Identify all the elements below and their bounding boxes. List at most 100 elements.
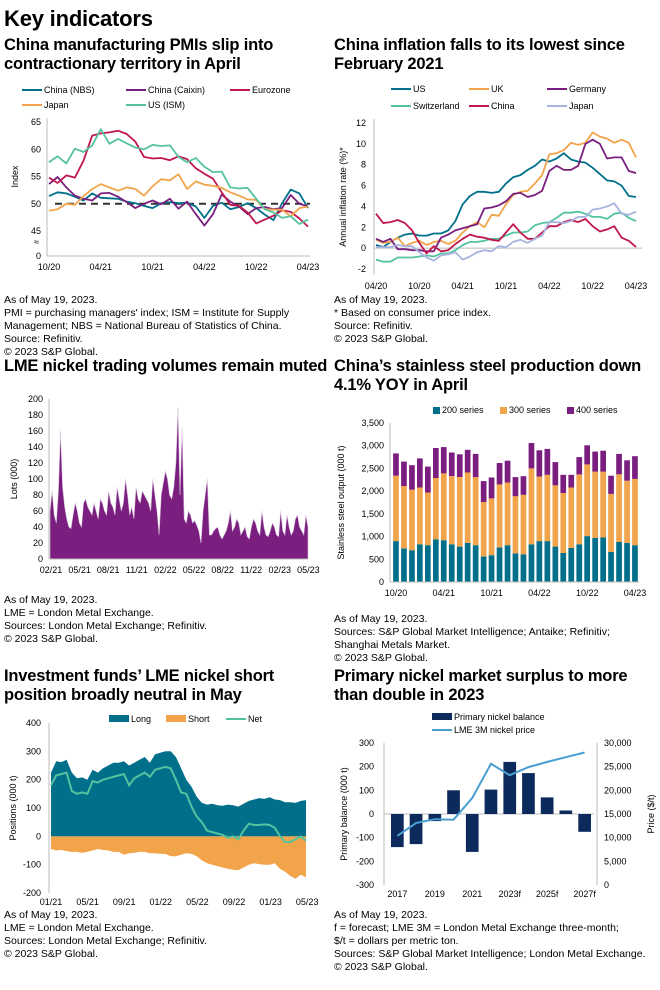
x-tick-label: 10/22 (245, 262, 268, 272)
x-tick-label: 09/21 (113, 897, 136, 905)
y-tick-label: 0 (369, 809, 374, 819)
series-line-eurozone (48, 129, 309, 228)
y-tick-label: -200 (23, 888, 41, 898)
legend-swatch (166, 715, 186, 722)
bar-200-series (440, 540, 447, 582)
legend-label: Short (188, 714, 210, 724)
chart-heading: China inflation falls to its lowest sinc… (334, 36, 625, 73)
y2-tick-label: 5,000 (604, 856, 627, 866)
series-line-china (375, 213, 637, 255)
note-line: f = forecast; LME 3M = London Metal Exch… (334, 922, 619, 934)
bar-400-series (568, 474, 575, 488)
balance-bar (540, 797, 554, 814)
bar-300-series (632, 478, 638, 546)
bar-200-series (512, 553, 519, 582)
bar-400-series (504, 460, 511, 483)
panel-inflation: China inflation falls to its lowest sinc… (334, 36, 660, 346)
x-tick-label: 04/21 (433, 588, 456, 598)
y-tick-label: 300 (26, 746, 41, 756)
x-tick-label: 10/20 (38, 262, 61, 272)
note-line: As of May 19, 2023. (4, 594, 98, 606)
legend-swatch (567, 407, 574, 414)
x-tick-label: 2025f (536, 889, 559, 899)
balance-bar (447, 790, 460, 814)
balance-bar (391, 814, 404, 848)
x-tick-label: 10/22 (581, 281, 604, 290)
y-tick-label: -2 (358, 264, 366, 274)
legend-swatch (433, 407, 440, 414)
y-tick-label: 200 (359, 762, 374, 772)
chart-heading: China’s stainless steel production down … (334, 357, 641, 394)
bar-400-series (600, 450, 606, 472)
x-tick-label: 04/23 (297, 262, 320, 272)
y-tick-label: 100 (359, 785, 374, 795)
bar-400-series (560, 474, 567, 493)
x-tick-label: 09/22 (223, 897, 246, 905)
series-line-us-ism- (48, 128, 309, 225)
bar-200-series (520, 554, 527, 582)
x-tick-label: 2017 (387, 889, 407, 899)
y-tick-label: 12 (356, 118, 366, 128)
bar-400-series (472, 453, 479, 478)
y-tick-label: 40 (33, 522, 43, 532)
y2-axis-title: Price ($/t) (646, 794, 656, 833)
bar-200-series (584, 536, 590, 582)
y-tick-label: 2,500 (361, 463, 384, 473)
bar-400-series (409, 465, 415, 490)
bar-200-series (544, 541, 551, 582)
legend-label: US (413, 84, 426, 94)
y-tick-label: -200 (356, 856, 374, 866)
bar-200-series (425, 545, 431, 582)
bar-400-series (488, 477, 495, 499)
bar-200-series (488, 555, 495, 582)
bar-300-series (417, 487, 423, 545)
balance-bar (428, 814, 442, 822)
bar-400-series (632, 456, 638, 479)
chart-heading: Investment funds’ LME nickel short posit… (4, 667, 275, 704)
bar-400-series (512, 477, 519, 497)
legend-label: Japan (44, 100, 69, 110)
y-tick-label: 100 (28, 474, 43, 484)
y-tick-label: 120 (28, 458, 43, 468)
note-line: Source: Refinitiv. (4, 333, 83, 345)
bar-400-series (616, 453, 622, 475)
bar-300-series (560, 493, 567, 553)
note-line: © 2023 S&P Global. (334, 333, 428, 345)
legend-label: Eurozone (252, 85, 291, 95)
y-tick-label: -100 (356, 833, 374, 843)
bar-300-series (472, 477, 479, 546)
bar-300-series (616, 474, 622, 542)
bar-200-series (448, 544, 455, 582)
bar-200-series (528, 544, 535, 582)
note-line: Sources: S&P Global Market Intelligence;… (334, 948, 646, 960)
x-tick-label: 10/20 (408, 281, 431, 290)
bar-400-series (456, 454, 463, 477)
y-tick-label: 180 (28, 410, 43, 420)
series-line-china-nbs- (48, 188, 309, 221)
legend-label: Net (248, 714, 263, 724)
legend-label: 300 series (509, 405, 551, 415)
x-tick-label: 02/22 (154, 565, 177, 575)
bar-300-series (488, 498, 495, 556)
y-tick-label: 3,000 (361, 441, 384, 451)
x-tick-label: 10/21 (480, 588, 503, 598)
balance-bar (465, 814, 479, 852)
volume-area (49, 406, 309, 560)
y-tick-label: 1,500 (361, 509, 384, 519)
y-axis-title: Primary balance (000 t) (339, 767, 349, 861)
y2-tick-label: 10,000 (604, 833, 632, 843)
bar-300-series (433, 478, 439, 540)
bar-400-series (576, 457, 583, 475)
note-line: © 2023 S&P Global. (4, 633, 98, 645)
bar-400-series (433, 448, 439, 478)
bar-400-series (544, 448, 551, 475)
chart-notes: As of May 19, 2023. * Based on consumer p… (334, 294, 660, 346)
x-tick-label: 01/21 (40, 897, 63, 905)
x-tick-label: 04/23 (624, 588, 647, 598)
legend-label: UK (491, 84, 504, 94)
series-line-uk (375, 131, 637, 247)
x-tick-label: 04/20 (365, 281, 388, 290)
note-line: Sources: London Metal Exchange; Refiniti… (4, 620, 207, 632)
chart-notes: As of May 19, 2023. PMI = purchasing mana… (4, 294, 330, 359)
